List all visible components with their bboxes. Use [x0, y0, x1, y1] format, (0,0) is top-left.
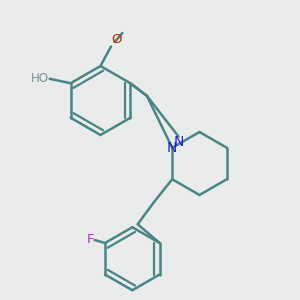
Text: N: N — [167, 141, 177, 155]
Text: F: F — [86, 232, 94, 246]
Text: O: O — [112, 33, 122, 46]
Text: N: N — [173, 135, 184, 149]
Text: HO: HO — [31, 72, 49, 85]
